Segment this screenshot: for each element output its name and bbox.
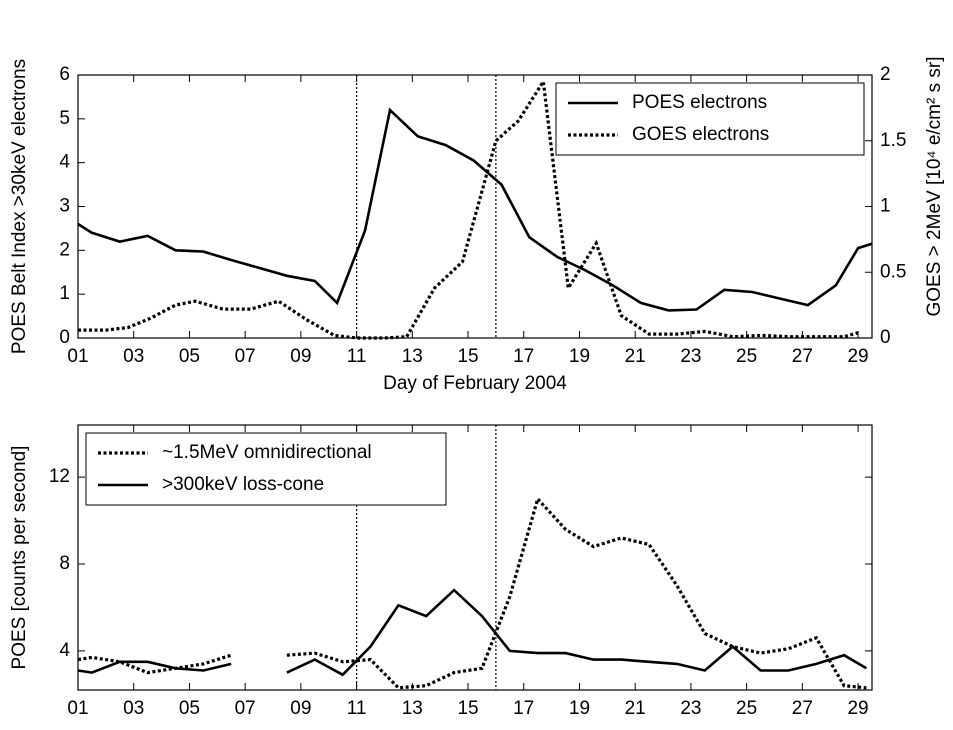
y-tick-label: 0 [59, 327, 70, 348]
x-tick-label: 19 [569, 346, 590, 367]
y2-tick-label: 0.5 [880, 261, 906, 282]
x-tick-label: 19 [569, 698, 590, 719]
x-tick-label: 17 [513, 698, 534, 719]
y2-tick-label: 1.5 [880, 130, 906, 151]
x-tick-label: 07 [235, 346, 256, 367]
x-tick-label: 21 [625, 698, 646, 719]
x-tick-label: 25 [736, 346, 757, 367]
x-tick-label: 25 [736, 698, 757, 719]
x-tick-label: 23 [680, 698, 701, 719]
series-line [77, 107, 873, 312]
legend-label: POES electrons [632, 92, 767, 113]
y-tick-label: 3 [59, 196, 70, 217]
x-tick-label: 13 [402, 698, 423, 719]
y-tick-label: 5 [59, 108, 70, 129]
x-tick-label: 11 [347, 698, 367, 719]
x-tick-label: 27 [792, 698, 813, 719]
x-tick-label: 21 [625, 346, 646, 367]
x-tick-label: 07 [235, 698, 256, 719]
legend-label: GOES electrons [632, 124, 769, 145]
y-axis-label: POES [counts per second] [9, 446, 30, 670]
series-line [77, 588, 868, 677]
y-tick-label: 8 [59, 553, 70, 574]
x-tick-label: 13 [402, 346, 423, 367]
x-tick-label: 05 [179, 698, 200, 719]
y-tick-label: 4 [59, 640, 70, 661]
y-tick-label: 4 [59, 152, 70, 173]
y2-tick-label: 2 [880, 64, 891, 85]
y-tick-label: 2 [59, 239, 70, 260]
x-tick-label: 11 [347, 346, 367, 367]
legend-box [85, 432, 447, 506]
legend-label: ~1.5MeV omnidirectional [162, 442, 372, 463]
y2-tick-label: 1 [880, 196, 891, 217]
series-line [77, 495, 867, 690]
x-tick-label: 01 [67, 698, 88, 719]
plot-frame [77, 424, 873, 691]
legend-label: >300keV loss-cone [162, 474, 324, 495]
x-tick-label: 17 [513, 346, 534, 367]
x-tick-label: 15 [457, 698, 478, 719]
x-tick-label: 09 [290, 698, 311, 719]
series-line [78, 76, 859, 340]
x-tick-label: 05 [179, 346, 200, 367]
x-tick-label: 23 [680, 346, 701, 367]
y-tick-label: 6 [59, 64, 70, 85]
y2-tick-label: 0 [880, 327, 891, 348]
y-tick-label: 1 [59, 283, 70, 304]
x-tick-label: 03 [123, 698, 144, 719]
x-tick-label: 09 [290, 346, 311, 367]
x-axis-label: Day of February 2004 [383, 373, 567, 394]
y2-axis-label: GOES > 2MeV [10⁴ e/cm² s sr] [924, 57, 945, 317]
x-tick-label: 27 [792, 346, 813, 367]
x-tick-label: 29 [847, 698, 868, 719]
legend-box [555, 82, 865, 156]
x-tick-label: 03 [123, 346, 144, 367]
x-tick-label: 29 [847, 346, 868, 367]
x-tick-label: 15 [457, 346, 478, 367]
x-tick-label: 01 [67, 346, 88, 367]
y-axis-label: POES Belt Index >30keV electrons [9, 59, 30, 354]
y-tick-label: 12 [49, 466, 70, 487]
